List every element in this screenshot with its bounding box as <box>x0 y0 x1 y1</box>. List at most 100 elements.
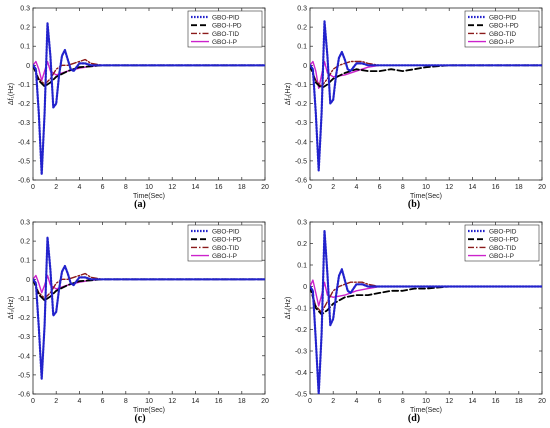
panel-label: (a) <box>134 199 146 210</box>
legend-entry: GBO-PID <box>212 14 240 21</box>
y-tick-label: -0.1 <box>18 296 30 303</box>
x-tick-label: 10 <box>422 184 430 191</box>
x-tick-label: 10 <box>145 184 153 191</box>
x-axis-label: Time(Sec) <box>133 193 165 200</box>
y-axis-label: Δf₁(Hz) <box>8 83 15 105</box>
panel-label: (b) <box>408 199 420 210</box>
y-tick-label: 0.1 <box>20 44 30 51</box>
legend-entry: GBO-I-PD <box>212 237 242 244</box>
panel-label: (d) <box>408 413 420 424</box>
x-tick-label: 0 <box>308 184 312 191</box>
x-axis-label: Time(Sec) <box>410 193 442 200</box>
x-tick-label: 12 <box>445 184 453 191</box>
y-tick-label: -0.5 <box>295 158 307 165</box>
x-tick-label: 8 <box>124 184 128 191</box>
chart-panel-d: 0 2 4 6 8 10 12 14 16 18 20 0.3 0.2 0.1 0 -0.1 -0.2 -0.3 -… <box>285 220 546 425</box>
x-tick-label: 6 <box>101 398 105 405</box>
y-tick-label: -0.4 <box>295 139 307 146</box>
series-line-gbo-pid <box>33 236 265 380</box>
y-tick-label: 0.1 <box>20 258 30 265</box>
y-tick-label: -0.4 <box>295 370 307 377</box>
x-tick-label: 8 <box>124 398 128 405</box>
y-tick-label: -0.2 <box>18 315 30 322</box>
legend-entry: GBO-I-P <box>212 253 237 260</box>
x-tick-label: 4 <box>77 184 81 191</box>
y-tick-label: 0.3 <box>20 220 30 227</box>
y-tick-label: -0.2 <box>295 101 307 108</box>
x-tick-label: 16 <box>492 398 500 405</box>
x-tick-label: 18 <box>515 398 523 405</box>
x-tick-label: 0 <box>31 398 35 405</box>
y-tick-label: 0.1 <box>297 44 307 51</box>
y-axis-label: Δf₂(Hz) <box>285 83 292 106</box>
y-tick-label: 0 <box>26 277 30 284</box>
x-tick-label: 14 <box>192 398 200 405</box>
y-tick-label: -0.3 <box>18 334 30 341</box>
y-tick-label: 0.3 <box>297 6 307 13</box>
y-tick-label: -0.6 <box>295 178 307 185</box>
legend-entry: GBO-I-P <box>489 39 514 46</box>
x-tick-label: 14 <box>469 184 477 191</box>
legend-entry: GBO-I-PD <box>489 237 519 244</box>
legend-entry: GBO-TID <box>212 245 239 252</box>
chart-panel-c: 0 2 4 6 8 10 12 14 16 18 20 0.3 0.2 0.1 0 -0.1 -0.2 -0.3 -… <box>8 220 269 425</box>
x-tick-label: 16 <box>215 184 223 191</box>
y-tick-label: 0.2 <box>20 25 30 32</box>
legend-entry: GBO-TID <box>212 31 239 38</box>
x-tick-label: 20 <box>261 184 269 191</box>
series-line-gbo-pid <box>33 22 265 176</box>
y-axis-label: Δf₄(Hz) <box>285 297 292 320</box>
y-tick-label: 0.3 <box>20 6 30 13</box>
y-tick-label: -0.1 <box>18 82 30 89</box>
legend-entry: GBO-TID <box>489 245 516 252</box>
x-tick-label: 10 <box>145 398 153 405</box>
panel-label: (c) <box>134 413 145 424</box>
legend-entry: GBO-I-P <box>212 39 237 46</box>
y-tick-label: 0 <box>26 63 30 70</box>
x-tick-label: 14 <box>192 184 200 191</box>
x-axis-label: Time(Sec) <box>410 407 442 414</box>
series-line-gbo-pid <box>310 229 542 394</box>
x-tick-label: 4 <box>354 398 358 405</box>
y-tick-label: 0.2 <box>20 239 30 246</box>
series-line-gbo-pid <box>310 20 542 172</box>
y-tick-label: 0.3 <box>297 220 307 227</box>
legend-entry: GBO-I-PD <box>212 23 242 30</box>
legend-entry: GBO-I-P <box>489 253 514 260</box>
x-tick-label: 18 <box>515 184 523 191</box>
y-tick-label: -0.3 <box>18 120 30 127</box>
x-tick-label: 16 <box>215 398 223 405</box>
y-tick-label: -0.5 <box>18 372 30 379</box>
x-tick-label: 8 <box>401 184 405 191</box>
x-tick-label: 6 <box>378 184 382 191</box>
y-tick-label: -0.5 <box>18 158 30 165</box>
y-tick-label: -0.3 <box>295 349 307 356</box>
y-tick-label: 0.1 <box>297 263 307 270</box>
y-tick-label: 0 <box>303 284 307 291</box>
legend-entry: GBO-PID <box>212 228 240 235</box>
series-line-gbo-i-pd <box>310 285 542 316</box>
y-tick-label: -0.5 <box>295 392 307 399</box>
x-tick-label: 20 <box>538 184 546 191</box>
x-tick-label: 10 <box>422 398 430 405</box>
x-tick-label: 12 <box>168 398 176 405</box>
legend-entry: GBO-PID <box>489 14 517 21</box>
x-tick-label: 12 <box>445 398 453 405</box>
legend-entry: GBO-TID <box>489 31 516 38</box>
y-tick-label: -0.2 <box>18 101 30 108</box>
y-tick-label: 0.2 <box>297 241 307 248</box>
x-tick-label: 8 <box>401 398 405 405</box>
legend-entry: GBO-I-PD <box>489 23 519 30</box>
x-tick-label: 4 <box>354 184 358 191</box>
x-tick-label: 20 <box>538 398 546 405</box>
x-tick-label: 0 <box>308 398 312 405</box>
y-tick-label: -0.2 <box>295 327 307 334</box>
y-tick-label: -0.6 <box>18 178 30 185</box>
x-tick-label: 18 <box>238 398 246 405</box>
y-tick-label: -0.3 <box>295 120 307 127</box>
